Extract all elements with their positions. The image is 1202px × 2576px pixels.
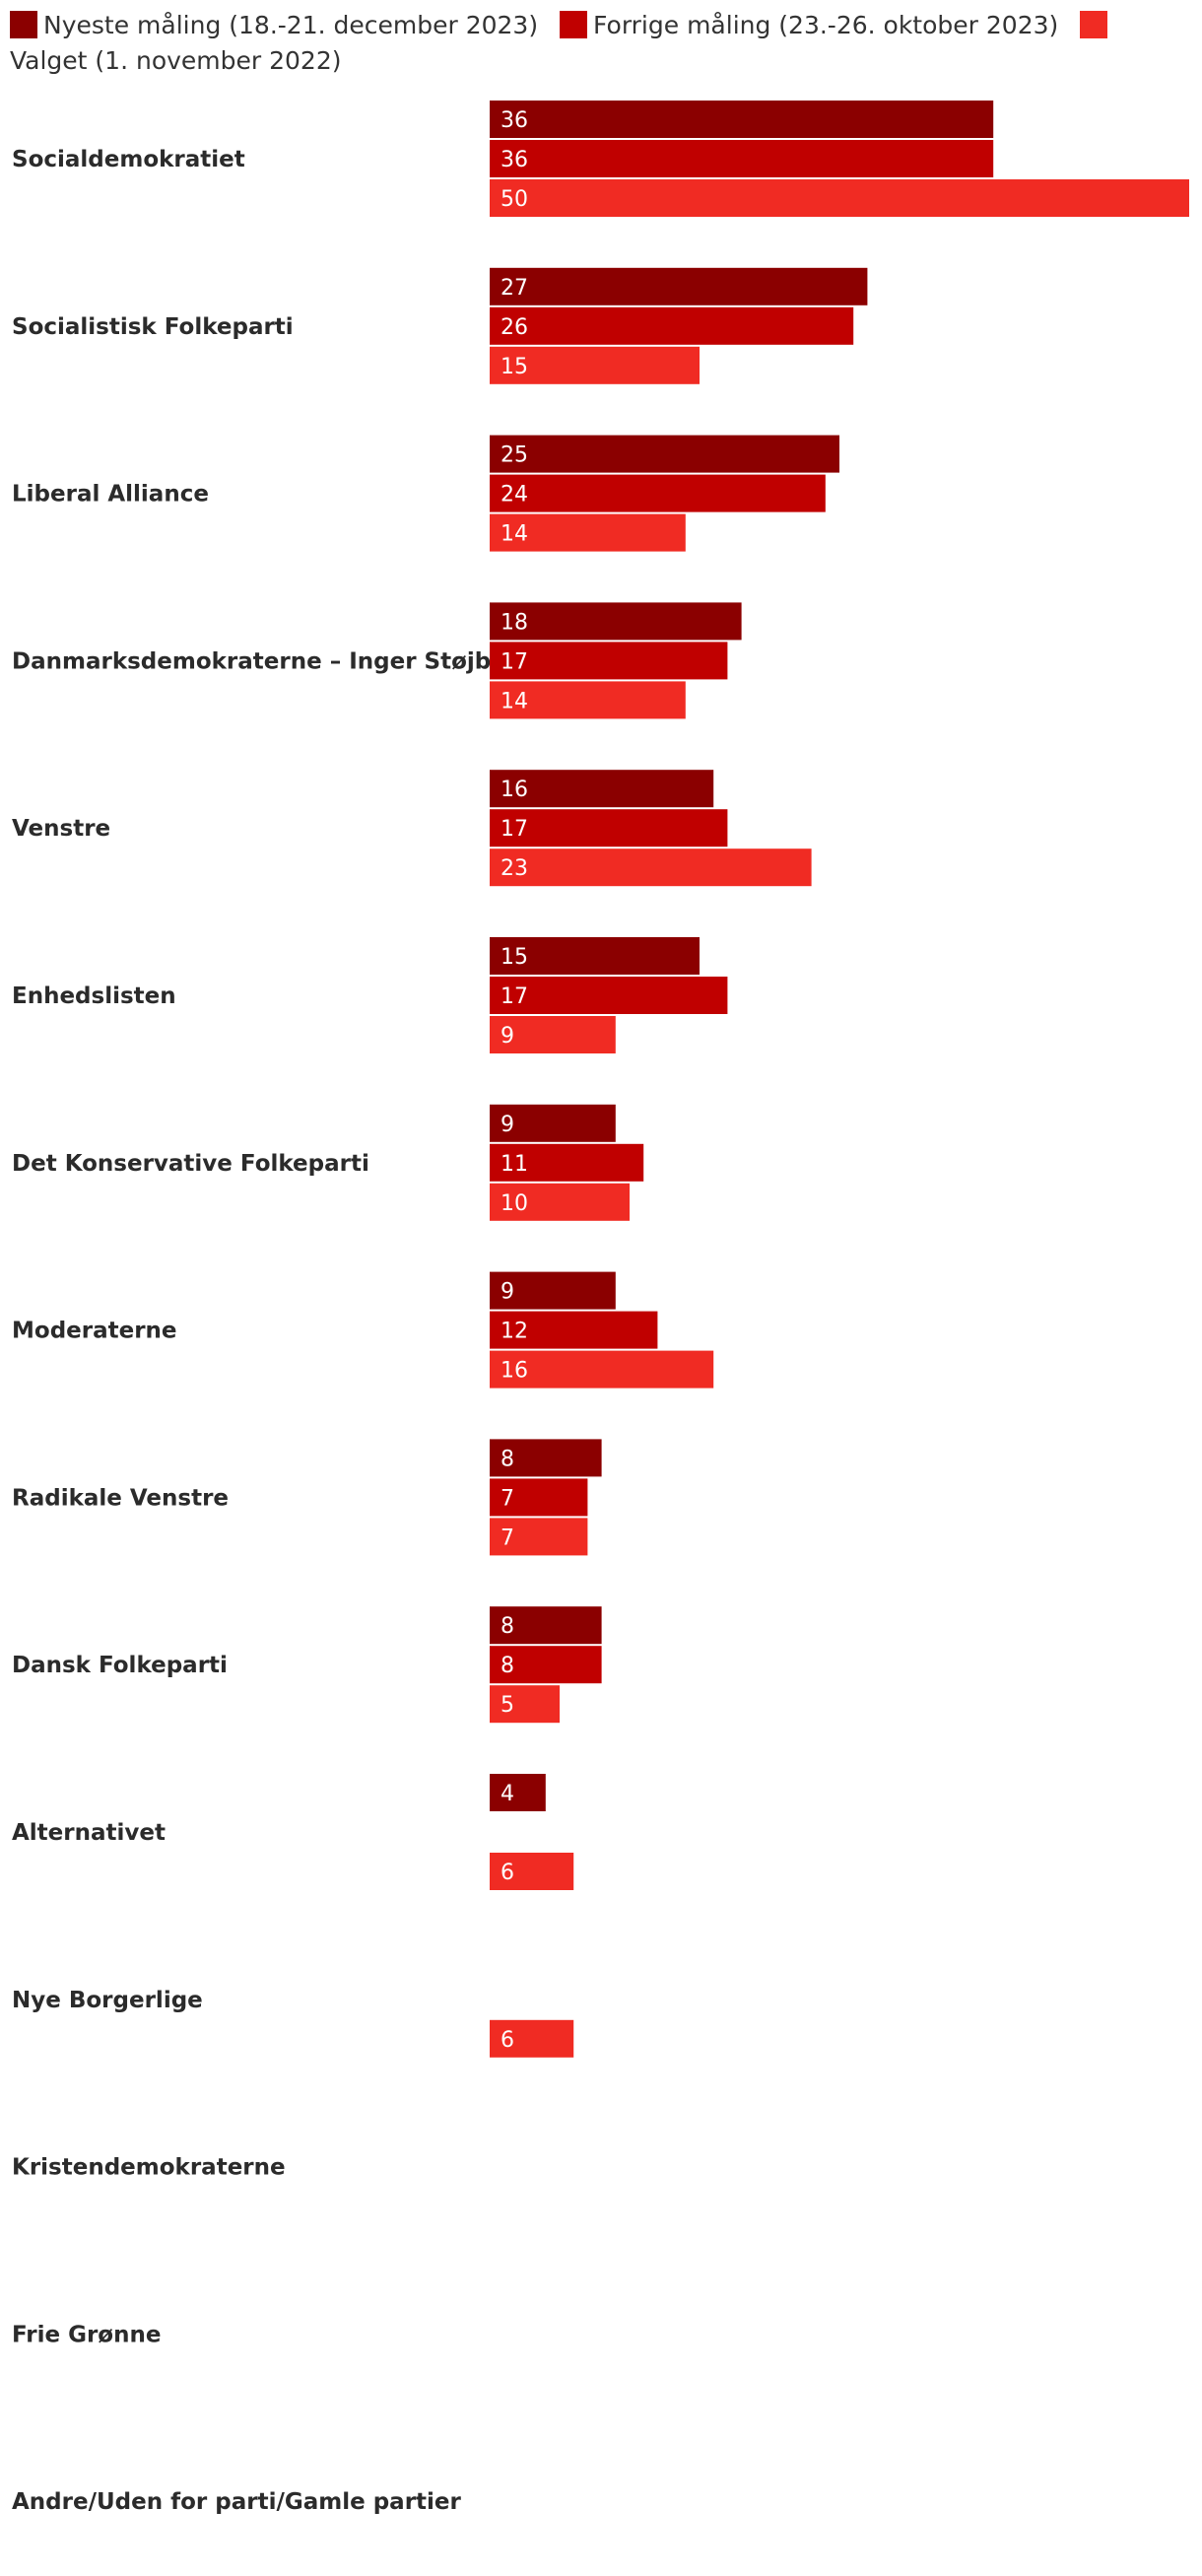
bar-value-forrige-moderaterne: 12 <box>501 1320 528 1344</box>
bar-forrige-moderaterne <box>490 1311 658 1349</box>
bar-value-nyeste-alternativet: 4 <box>501 1782 514 1806</box>
category-label-liberal-alliance: Liberal Alliance <box>12 482 209 508</box>
legend-item-valget: Valget (1. november 2022) <box>10 11 1113 75</box>
bar-value-valget-dansk-folkeparti: 5 <box>501 1693 514 1718</box>
legend-label-forrige: Forrige måling (23.-26. oktober 2023) <box>593 11 1059 39</box>
bar-value-valget-socialistisk-folkeparti: 15 <box>501 355 528 379</box>
bar-nyeste-alternativet <box>490 1774 546 1811</box>
bar-forrige-danmarksdemokraterne-inger-stojberg <box>490 642 728 680</box>
bar-nyeste-dansk-folkeparti <box>490 1606 602 1645</box>
bar-nyeste-danmarksdemokraterne-inger-stojberg <box>490 602 742 641</box>
bar-value-nyeste-det-konservative-folkeparti: 9 <box>501 1113 514 1137</box>
chart-legend: Nyeste måling (18.-21. december 2023) Fo… <box>10 8 1182 79</box>
legend-swatch-nyeste <box>10 11 37 38</box>
category-label-det-konservative-folkeparti: Det Konservative Folkeparti <box>12 1151 369 1177</box>
bar-forrige-socialistisk-folkeparti <box>490 306 854 345</box>
bar-valget-dansk-folkeparti <box>490 1685 560 1724</box>
legend-label-valget: Valget (1. november 2022) <box>10 46 342 75</box>
bar-value-valget-enhedslisten: 9 <box>501 1024 514 1049</box>
bar-value-forrige-radikale-venstre: 7 <box>501 1486 514 1511</box>
category-label-danmarksdemokraterne-inger-stojberg: Danmarksdemokraterne – Inger Støjberg <box>12 648 534 674</box>
bar-valget-venstre <box>490 848 812 887</box>
category-label-socialistisk-folkeparti: Socialistisk Folkeparti <box>12 314 294 340</box>
bar-value-nyeste-dansk-folkeparti: 8 <box>501 1614 514 1639</box>
bar-value-valget-det-konservative-folkeparti: 10 <box>501 1191 528 1216</box>
category-label-kristendemokraterne: Kristendemokraterne <box>12 2155 286 2181</box>
bar-forrige-radikale-venstre <box>490 1478 588 1517</box>
category-label-venstre: Venstre <box>12 816 110 842</box>
bar-valget-nye-borgerlige <box>490 2019 574 2058</box>
legend-item-forrige: Forrige måling (23.-26. oktober 2023) <box>560 11 1066 39</box>
bar-value-forrige-dansk-folkeparti: 8 <box>501 1654 514 1678</box>
bar-value-valget-liberal-alliance: 14 <box>501 522 528 547</box>
legend-item-nyeste: Nyeste måling (18.-21. december 2023) <box>10 11 546 39</box>
bar-nyeste-socialistisk-folkeparti <box>490 267 868 305</box>
bar-forrige-det-konservative-folkeparti <box>490 1143 644 1182</box>
category-label-dansk-folkeparti: Dansk Folkeparti <box>12 1653 228 1678</box>
bar-value-nyeste-radikale-venstre: 8 <box>501 1447 514 1471</box>
bar-value-valget-venstre: 23 <box>501 856 528 881</box>
bar-value-nyeste-danmarksdemokraterne-inger-stojberg: 18 <box>501 610 528 635</box>
category-label-nye-borgerlige: Nye Borgerlige <box>12 1988 203 2013</box>
category-label-alternativet: Alternativet <box>12 1820 166 1846</box>
bar-value-nyeste-socialistisk-folkeparti: 27 <box>501 276 528 301</box>
bar-nyeste-socialdemokratiet <box>490 101 994 138</box>
bar-forrige-liberal-alliance <box>490 474 826 512</box>
category-label-enhedslisten: Enhedslisten <box>12 983 176 1009</box>
category-label-andre-uden-for-parti-gamle-partier: Andre/Uden for parti/Gamle partier <box>12 2489 462 2515</box>
bar-nyeste-liberal-alliance <box>490 435 839 473</box>
bar-valget-alternativet <box>490 1853 574 1890</box>
legend-swatch-valget <box>1080 11 1108 38</box>
bar-forrige-dansk-folkeparti <box>490 1646 602 1684</box>
bar-value-valget-moderaterne: 16 <box>501 1359 528 1384</box>
bar-forrige-socialdemokratiet <box>490 140 994 177</box>
bar-value-valget-radikale-venstre: 7 <box>501 1525 514 1550</box>
bar-value-forrige-danmarksdemokraterne-inger-stojberg: 17 <box>501 649 528 674</box>
bar-value-nyeste-socialdemokratiet: 36 <box>501 108 528 133</box>
bar-value-forrige-venstre: 17 <box>501 817 528 842</box>
bar-valget-socialistisk-folkeparti <box>490 346 700 384</box>
bar-value-forrige-socialdemokratiet: 36 <box>501 148 528 172</box>
legend-label-nyeste: Nyeste måling (18.-21. december 2023) <box>43 11 539 39</box>
bar-nyeste-det-konservative-folkeparti <box>490 1104 616 1142</box>
bar-forrige-enhedslisten <box>490 977 728 1014</box>
category-label-radikale-venstre: Radikale Venstre <box>12 1485 229 1511</box>
bar-nyeste-venstre <box>490 770 714 808</box>
bar-value-valget-danmarksdemokraterne-inger-stojberg: 14 <box>501 689 528 713</box>
bar-value-nyeste-liberal-alliance: 25 <box>501 443 528 468</box>
bar-valget-liberal-alliance <box>490 513 686 552</box>
legend-swatch-forrige <box>560 11 588 38</box>
bar-value-forrige-liberal-alliance: 24 <box>501 483 528 508</box>
bar-nyeste-enhedslisten <box>490 937 700 975</box>
bar-valget-moderaterne <box>490 1350 714 1389</box>
category-label-socialdemokratiet: Socialdemokratiet <box>12 147 245 172</box>
bar-valget-det-konservative-folkeparti <box>490 1183 630 1221</box>
bar-nyeste-moderaterne <box>490 1271 616 1310</box>
bar-value-forrige-enhedslisten: 17 <box>501 984 528 1009</box>
bar-valget-radikale-venstre <box>490 1518 588 1556</box>
bar-valget-enhedslisten <box>490 1016 616 1053</box>
bar-value-valget-socialdemokratiet: 50 <box>501 187 528 212</box>
bar-value-forrige-socialistisk-folkeparti: 26 <box>501 315 528 340</box>
bar-value-nyeste-venstre: 16 <box>501 778 528 802</box>
bar-value-forrige-det-konservative-folkeparti: 11 <box>501 1152 528 1177</box>
bar-value-valget-alternativet: 6 <box>501 1861 514 1885</box>
bar-valget-socialdemokratiet <box>490 179 1189 217</box>
bar-value-nyeste-moderaterne: 9 <box>501 1280 514 1305</box>
category-label-frie-gronne: Frie Grønne <box>12 2322 161 2347</box>
bar-value-valget-nye-borgerlige: 6 <box>501 2028 514 2053</box>
bar-valget-danmarksdemokraterne-inger-stojberg <box>490 681 686 719</box>
category-label-moderaterne: Moderaterne <box>12 1319 177 1344</box>
bar-nyeste-radikale-venstre <box>490 1439 602 1477</box>
bar-forrige-venstre <box>490 809 728 847</box>
bar-value-nyeste-enhedslisten: 15 <box>501 945 528 970</box>
